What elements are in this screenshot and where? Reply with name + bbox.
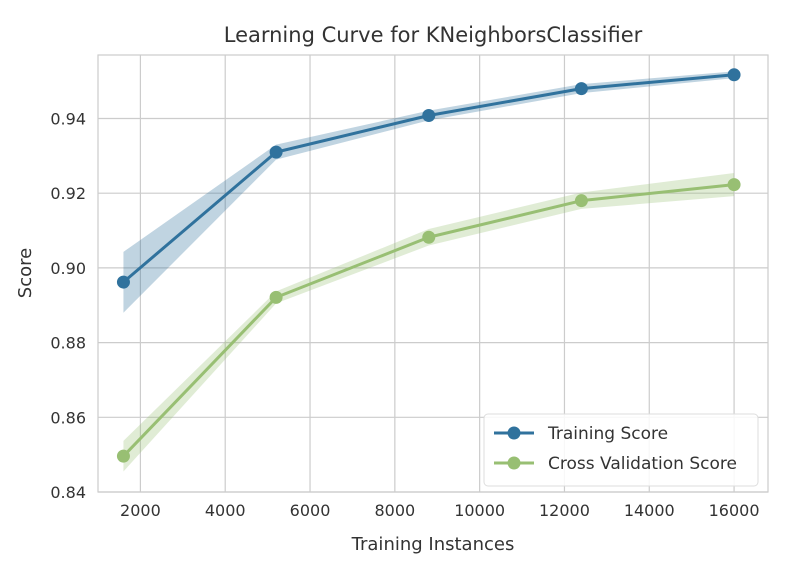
y-tick-label: 0.94 xyxy=(50,109,86,128)
data-point xyxy=(727,68,741,82)
data-point xyxy=(269,145,283,159)
x-tick-label: 8000 xyxy=(374,501,415,520)
y-tick-label: 0.86 xyxy=(50,408,86,427)
series-lines xyxy=(116,68,741,463)
data-point xyxy=(422,230,436,244)
y-axis-label: Score xyxy=(15,248,36,298)
data-point xyxy=(269,290,283,304)
data-point xyxy=(574,82,588,96)
y-tick-label: 0.90 xyxy=(50,259,86,278)
x-tick-label: 16000 xyxy=(709,501,760,520)
legend: Training Score Cross Validation Score xyxy=(483,413,759,487)
legend-marker-1 xyxy=(507,456,521,470)
legend-box xyxy=(483,413,759,487)
y-tick-label: 0.84 xyxy=(50,483,86,502)
y-tick-label: 0.88 xyxy=(50,334,86,353)
chart-title: Learning Curve for KNeighborsClassifier xyxy=(224,23,643,47)
x-tick-label: 6000 xyxy=(290,501,331,520)
data-point xyxy=(574,194,588,208)
data-point xyxy=(116,449,130,463)
data-point xyxy=(727,178,741,192)
x-tick-label: 4000 xyxy=(205,501,246,520)
tick-labels: 2000 4000 6000 8000 10000 12000 14000 16000 0.84… xyxy=(50,109,759,520)
y-tick-label: 0.92 xyxy=(50,184,86,203)
data-point xyxy=(116,275,130,289)
x-tick-label: 14000 xyxy=(624,501,675,520)
legend-marker-0 xyxy=(507,426,521,440)
x-tick-label: 12000 xyxy=(539,501,590,520)
x-tick-label: 10000 xyxy=(454,501,505,520)
legend-label-0: Training Score xyxy=(547,424,668,444)
data-point xyxy=(422,109,436,123)
legend-items: Training Score Cross Validation Score xyxy=(494,424,737,474)
x-axis-label: Training Instances xyxy=(351,534,515,555)
legend-label-1: Cross Validation Score xyxy=(548,454,737,474)
x-tick-label: 2000 xyxy=(120,501,161,520)
